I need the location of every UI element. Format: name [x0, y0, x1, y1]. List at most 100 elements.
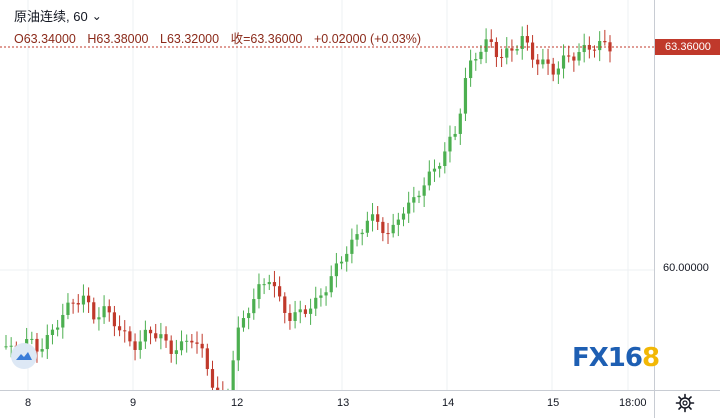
candle-body [453, 133, 457, 137]
time-axis[interactable]: 8 9 12 13 14 15 18:00 [0, 390, 654, 418]
fx168-watermark: FX168 [572, 343, 660, 373]
candle-body [205, 348, 209, 370]
chevron-down-icon[interactable]: ⌄ [91, 8, 102, 23]
cloud-chart-icon[interactable] [11, 343, 37, 369]
candle-body [448, 136, 452, 152]
candle-body [567, 55, 571, 57]
candle-body [86, 295, 91, 303]
candle-body [216, 387, 220, 391]
candle-body [541, 59, 545, 65]
candle-body [510, 48, 514, 51]
candle-body [345, 253, 349, 262]
price-tick-60: 60.00000 [663, 262, 709, 274]
candle-body [169, 340, 173, 354]
candle-body [257, 284, 261, 300]
candle-body [40, 349, 44, 352]
candle-body [324, 292, 328, 296]
current-price-label: 63.36000 [655, 39, 720, 55]
candle-body [551, 63, 555, 75]
candle-body [329, 276, 333, 293]
candle-body [525, 36, 530, 43]
ohlc-legend: O63.34000 H63.38000 L63.32000 收=63.36000… [14, 28, 429, 47]
ohlc-high: H63.38000 [87, 32, 149, 46]
candle-body [381, 221, 385, 234]
candle-body [308, 308, 313, 314]
candle-body [195, 342, 199, 344]
candle-body [288, 312, 292, 321]
ohlc-low: L63.32000 [160, 32, 220, 46]
candle-body [179, 341, 184, 351]
candle-body [267, 282, 271, 285]
candle-body [530, 42, 535, 60]
time-tick: 13 [337, 397, 350, 409]
candle-body [107, 306, 111, 313]
time-tick: 15 [547, 397, 560, 409]
candle-body [4, 346, 8, 348]
candle-body [350, 239, 354, 254]
candle-body [376, 214, 380, 222]
candle-body [92, 302, 96, 320]
candle-body [489, 39, 493, 42]
price-chart[interactable] [0, 0, 654, 407]
candle-body [520, 36, 524, 50]
candle-body [190, 340, 194, 343]
candle-body [272, 282, 277, 287]
candle-body [164, 334, 168, 341]
candle-body [592, 49, 597, 51]
time-tick: 9 [130, 397, 137, 409]
candle-body [148, 329, 153, 334]
candle-body [556, 68, 560, 75]
candle-body [412, 197, 416, 203]
candle-body [396, 219, 400, 225]
candle-body [102, 306, 106, 318]
candle-body [61, 314, 65, 328]
candle-body [360, 232, 364, 235]
candle-body [427, 171, 431, 186]
candle-body [494, 41, 499, 58]
watermark-text: FX16 [572, 343, 643, 373]
candle-body [231, 360, 235, 393]
candle-body [185, 340, 189, 342]
candle-body [56, 327, 60, 330]
candle-body [391, 224, 395, 234]
candle-body [458, 113, 462, 134]
candle-body [561, 55, 566, 69]
candle-body [438, 166, 442, 169]
candle-body [479, 51, 483, 60]
candle-body [247, 313, 251, 319]
candle-body [35, 338, 39, 352]
candle-body [278, 286, 282, 297]
candle-body [417, 195, 421, 198]
instrument-legend[interactable]: 原油连续, 60 ⌄ [14, 6, 102, 25]
candle-body [159, 334, 163, 339]
candle-body [252, 299, 256, 314]
candle-body [117, 326, 122, 331]
candle-body [401, 213, 406, 220]
candle-body [71, 302, 75, 304]
candle-body [9, 345, 13, 347]
axis-corner [654, 390, 720, 418]
ohlc-open: O63.34000 [14, 32, 76, 46]
candle-body [582, 44, 586, 53]
instrument-name: 原油连续, 60 [14, 9, 88, 24]
candle-body [236, 327, 240, 361]
gear-icon[interactable] [674, 392, 696, 414]
candle-body [314, 297, 318, 309]
candle-body [598, 40, 602, 51]
candle-body [128, 331, 132, 342]
candle-body [138, 341, 142, 350]
candle-body [50, 329, 55, 335]
candle-body [174, 350, 178, 354]
candle-body [546, 59, 550, 64]
candle-body [112, 312, 117, 327]
time-tick: 12 [231, 397, 244, 409]
candle-body [443, 151, 447, 167]
watermark-text-8: 8 [642, 343, 660, 373]
ohlc-close: 收=63.36000 [230, 32, 303, 46]
candle-body [536, 59, 540, 65]
candle-body [339, 261, 344, 264]
candle-body [572, 56, 576, 61]
price-axis[interactable]: 63.36000 60.00000 [654, 0, 720, 390]
candle-body [81, 295, 86, 305]
candle-body [386, 233, 390, 235]
